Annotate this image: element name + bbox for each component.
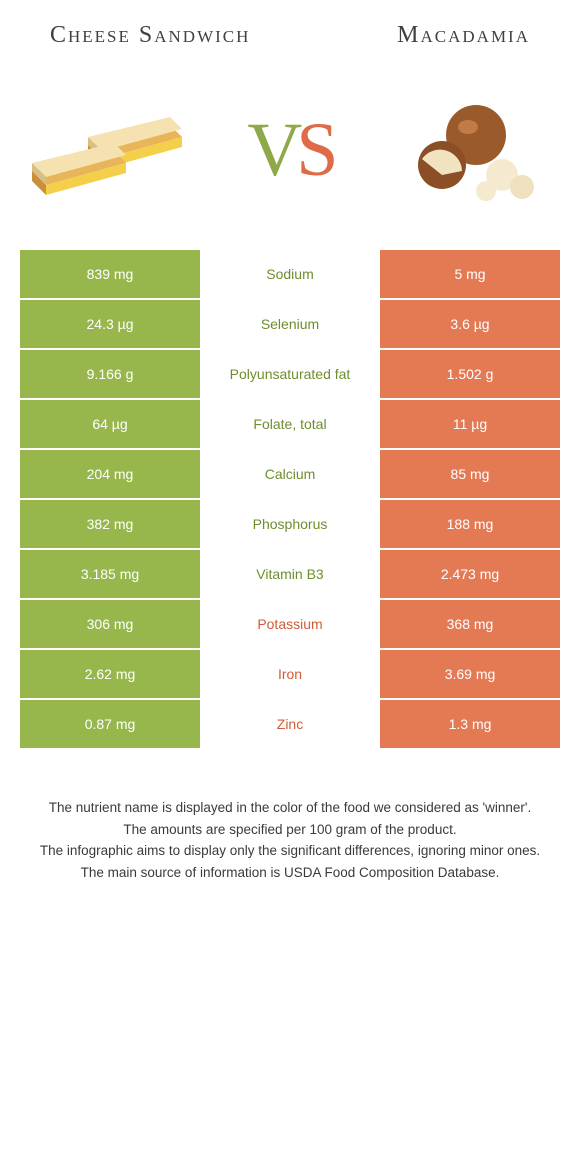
right-value: 3.69 mg — [380, 650, 560, 698]
left-value: 64 µg — [20, 400, 200, 448]
right-title: Macadamia — [397, 20, 530, 50]
nutrient-label: Folate, total — [200, 400, 380, 448]
vs-label: V S — [247, 107, 332, 194]
left-value: 306 mg — [20, 600, 200, 648]
table-row: 839 mgSodium5 mg — [20, 250, 560, 298]
table-row: 9.166 gPolyunsaturated fat1.502 g — [20, 350, 560, 398]
nutrient-label: Polyunsaturated fat — [200, 350, 380, 398]
right-value: 1.502 g — [380, 350, 560, 398]
nutrient-table: 839 mgSodium5 mg24.3 µgSelenium3.6 µg9.1… — [20, 250, 560, 748]
nutrient-label: Potassium — [200, 600, 380, 648]
left-value: 9.166 g — [20, 350, 200, 398]
nutrient-label: Calcium — [200, 450, 380, 498]
nutrient-label: Sodium — [200, 250, 380, 298]
table-row: 24.3 µgSelenium3.6 µg — [20, 300, 560, 348]
macadamia-image — [390, 90, 550, 210]
right-value: 2.473 mg — [380, 550, 560, 598]
vs-s: S — [296, 107, 332, 194]
left-title: Cheese Sandwich — [50, 20, 250, 50]
nutrient-label: Phosphorus — [200, 500, 380, 548]
left-value: 3.185 mg — [20, 550, 200, 598]
right-value: 1.3 mg — [380, 700, 560, 748]
note-line: The amounts are specified per 100 gram o… — [20, 820, 560, 840]
nutrient-label: Zinc — [200, 700, 380, 748]
table-row: 2.62 mgIron3.69 mg — [20, 650, 560, 698]
nutrient-label: Selenium — [200, 300, 380, 348]
left-value: 204 mg — [20, 450, 200, 498]
table-row: 382 mgPhosphorus188 mg — [20, 500, 560, 548]
table-row: 306 mgPotassium368 mg — [20, 600, 560, 648]
note-line: The main source of information is USDA F… — [20, 863, 560, 883]
titles-row: Cheese Sandwich Macadamia — [20, 20, 560, 50]
table-row: 3.185 mgVitamin B32.473 mg — [20, 550, 560, 598]
note-line: The infographic aims to display only the… — [20, 841, 560, 861]
sandwich-image — [30, 90, 190, 210]
left-value: 839 mg — [20, 250, 200, 298]
nutrient-label: Iron — [200, 650, 380, 698]
nutrient-label: Vitamin B3 — [200, 550, 380, 598]
hero-row: V S — [20, 90, 560, 210]
right-value: 3.6 µg — [380, 300, 560, 348]
right-value: 368 mg — [380, 600, 560, 648]
note-line: The nutrient name is displayed in the co… — [20, 798, 560, 818]
left-value: 24.3 µg — [20, 300, 200, 348]
table-row: 204 mgCalcium85 mg — [20, 450, 560, 498]
table-row: 64 µgFolate, total11 µg — [20, 400, 560, 448]
right-value: 85 mg — [380, 450, 560, 498]
left-value: 0.87 mg — [20, 700, 200, 748]
right-value: 11 µg — [380, 400, 560, 448]
left-value: 382 mg — [20, 500, 200, 548]
table-row: 0.87 mgZinc1.3 mg — [20, 700, 560, 748]
right-value: 188 mg — [380, 500, 560, 548]
footer-notes: The nutrient name is displayed in the co… — [20, 798, 560, 882]
right-value: 5 mg — [380, 250, 560, 298]
left-value: 2.62 mg — [20, 650, 200, 698]
vs-v: V — [247, 107, 296, 194]
